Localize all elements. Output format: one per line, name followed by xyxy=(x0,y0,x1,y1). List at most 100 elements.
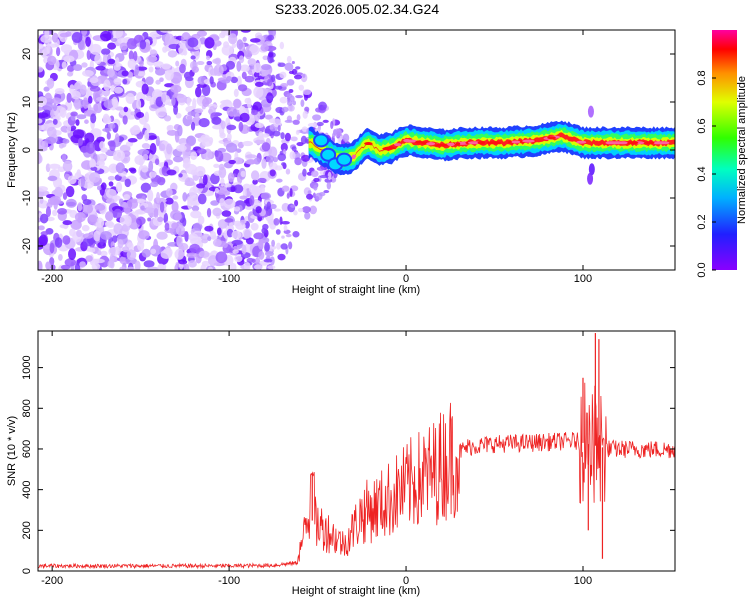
signal-ridge-peak xyxy=(657,141,670,145)
noise-blob xyxy=(107,42,117,50)
noise-blob xyxy=(175,60,180,67)
noise-blob xyxy=(220,177,225,187)
noise-blob xyxy=(82,70,94,77)
noise-blob xyxy=(123,106,129,113)
noise-blob xyxy=(239,112,250,123)
noise-blob xyxy=(254,139,266,144)
noise-blob xyxy=(167,50,178,58)
noise-blob xyxy=(302,206,311,214)
noise-blob xyxy=(244,50,252,60)
noise-blob xyxy=(134,155,146,166)
noise-blob xyxy=(150,181,159,188)
noise-blob xyxy=(210,230,217,240)
noise-blob xyxy=(134,64,139,76)
noise-blob xyxy=(242,36,247,42)
noise-blob xyxy=(261,133,270,138)
noise-blob xyxy=(295,129,300,135)
noise-blob xyxy=(264,114,273,120)
noise-blob xyxy=(272,156,279,163)
noise-blob xyxy=(215,251,228,264)
noise-blob xyxy=(252,101,263,112)
spectral-artifact xyxy=(587,105,594,118)
noise-blob xyxy=(318,101,327,111)
noise-blob xyxy=(75,119,80,126)
noise-blob xyxy=(95,65,106,71)
noise-blob xyxy=(196,148,207,155)
noise-blob xyxy=(148,160,154,173)
noise-blob xyxy=(108,181,114,187)
noise-blob xyxy=(49,242,55,254)
noise-blob xyxy=(81,30,88,36)
noise-blob xyxy=(87,214,98,225)
noise-blob xyxy=(89,172,101,183)
noise-blob xyxy=(86,49,91,60)
noise-blob xyxy=(38,234,48,247)
figure-title: S233.2026.005.02.34.G24 xyxy=(275,1,439,17)
noise-blob xyxy=(74,212,86,223)
noise-blob xyxy=(172,195,179,200)
noise-blob xyxy=(197,215,205,225)
noise-blob xyxy=(100,182,107,191)
noise-blob xyxy=(113,223,123,235)
noise-blob xyxy=(66,92,72,103)
signal-ridge-peak xyxy=(394,143,402,147)
noise-blob xyxy=(262,55,269,61)
noise-blob xyxy=(273,208,282,212)
noise-blob xyxy=(223,183,232,188)
noise-blob xyxy=(307,190,312,195)
noise-blob xyxy=(258,250,265,260)
snr-marks xyxy=(38,333,675,570)
noise-blob xyxy=(213,65,218,77)
signal-ridge-peak xyxy=(467,141,481,145)
noise-blob xyxy=(227,132,232,142)
noise-blob xyxy=(194,108,204,114)
noise-blob xyxy=(173,155,184,163)
noise-blob xyxy=(267,265,276,270)
noise-blob xyxy=(117,239,124,249)
noise-blob xyxy=(166,143,173,155)
noise-blob xyxy=(198,117,210,128)
noise-blob xyxy=(119,266,127,270)
spectrogram-y-tick-label-2: 0 xyxy=(21,147,33,153)
noise-blob xyxy=(237,84,248,92)
noise-blob xyxy=(157,176,166,186)
noise-blob xyxy=(142,154,149,161)
colorbar-ticks: 0.0 0.2 0.4 0.6 0.8 xyxy=(696,70,716,278)
signal-ridge-peak xyxy=(547,136,556,140)
noise-blob xyxy=(118,198,124,205)
noise-blob xyxy=(297,207,304,213)
noise-blob xyxy=(290,204,296,208)
noise-blob xyxy=(188,260,197,268)
noise-blob xyxy=(196,61,205,66)
noise-blob xyxy=(47,55,57,66)
noise-blob xyxy=(77,202,83,212)
noise-blob xyxy=(129,126,141,135)
noise-blob xyxy=(141,143,151,149)
noise-blob xyxy=(134,260,141,270)
noise-blob xyxy=(244,75,255,83)
signal-ridge-peak xyxy=(490,141,501,145)
signal-ridge-peak xyxy=(382,147,390,151)
noise-blob xyxy=(46,42,51,55)
snr-x-tick-label-2: 0 xyxy=(403,575,409,587)
noise-blob xyxy=(65,31,72,37)
noise-blob xyxy=(277,62,286,68)
noise-blob xyxy=(47,175,58,181)
noise-blob xyxy=(302,73,306,78)
noise-blob xyxy=(57,208,68,215)
noise-blob xyxy=(192,230,203,238)
noise-blob xyxy=(268,146,278,159)
colorbar-title: Normalized spectral amplitude xyxy=(736,76,748,224)
noise-blob xyxy=(244,159,257,165)
noise-blob xyxy=(105,197,115,204)
snr-x-tick-label-0: -200 xyxy=(41,575,63,587)
noise-blob xyxy=(124,178,131,188)
noise-blob xyxy=(281,106,289,113)
noise-blob xyxy=(294,199,299,207)
noise-blob xyxy=(207,236,212,242)
noise-blob xyxy=(190,55,196,60)
noise-blob xyxy=(213,163,220,169)
noise-blob xyxy=(269,203,277,210)
noise-blob xyxy=(38,118,43,124)
